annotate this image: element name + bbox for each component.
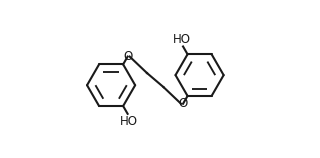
Text: HO: HO	[173, 33, 191, 46]
Text: HO: HO	[119, 115, 137, 128]
Text: O: O	[179, 97, 188, 110]
Text: O: O	[123, 50, 132, 63]
